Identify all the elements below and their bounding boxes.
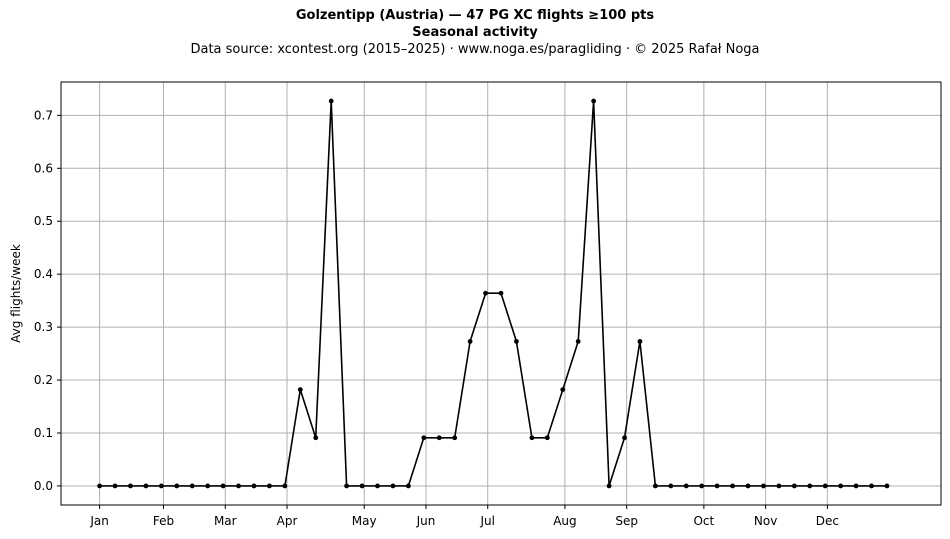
data-point (591, 98, 597, 104)
data-point (328, 98, 334, 104)
data-point (622, 435, 627, 441)
data-point (405, 483, 411, 489)
data-point (390, 483, 396, 489)
data-point (205, 483, 211, 489)
data-point (498, 290, 504, 296)
x-tick-label: May (352, 514, 377, 528)
data-point (884, 483, 890, 489)
data-point (807, 483, 813, 489)
series-group (97, 98, 890, 489)
data-point (436, 435, 442, 441)
data-point (730, 483, 735, 489)
series-line (99, 100, 887, 487)
data-point (776, 483, 782, 489)
data-point (189, 483, 195, 489)
data-point (483, 290, 488, 296)
x-tick-label: Jul (479, 514, 494, 528)
data-point (761, 483, 766, 489)
data-point (745, 483, 751, 489)
y-axis-label: Avg flights/week (9, 244, 23, 343)
data-point (838, 483, 844, 489)
data-point (560, 387, 566, 392)
data-point (174, 483, 180, 489)
plot-frame (60, 81, 942, 506)
data-point (822, 483, 828, 489)
data-point (297, 387, 303, 392)
data-point (853, 483, 859, 489)
data-point (514, 339, 519, 344)
data-point (668, 483, 674, 489)
x-tick-label: Nov (754, 514, 777, 528)
y-tick-label: 0.7 (34, 108, 53, 122)
data-point (359, 483, 365, 489)
data-point (467, 339, 473, 344)
grid-lines (61, 82, 941, 505)
data-point (869, 483, 874, 489)
data-point (97, 483, 102, 489)
y-tick-label: 0.1 (34, 426, 53, 440)
data-point (236, 483, 241, 489)
data-point (452, 435, 458, 441)
data-point (637, 339, 643, 344)
y-tick-label: 0.4 (34, 267, 53, 281)
y-tick-label: 0.2 (34, 373, 53, 387)
data-point (112, 483, 118, 489)
data-point (421, 435, 427, 441)
data-point (220, 483, 226, 489)
data-point (699, 483, 705, 489)
data-point (375, 483, 380, 489)
y-tick-label: 0.5 (34, 214, 53, 228)
axis-ticks: Jan Feb Mar Apr May Jun Jul Aug Sep Oct Nov Dec 0.0 0… (34, 108, 839, 528)
data-point (791, 483, 797, 489)
data-point (267, 483, 272, 489)
data-point (652, 483, 658, 489)
x-tick-label: Jun (416, 514, 436, 528)
data-point (251, 483, 257, 489)
y-tick-label: 0.0 (34, 479, 53, 493)
source-line: Data source: xcontest.org (2015–2025) · … (190, 42, 760, 57)
chart-subtitle: Seasonal activity (412, 25, 538, 40)
x-tick-label: Feb (153, 514, 174, 528)
x-tick-label: Dec (816, 514, 839, 528)
data-point (282, 483, 288, 489)
data-point (544, 435, 550, 441)
data-point (714, 483, 720, 489)
data-point (313, 435, 319, 441)
data-point (529, 435, 535, 441)
data-point (143, 483, 149, 489)
chart-title: Golzentipp (Austria) — 47 PG XC flights … (295, 8, 655, 23)
y-tick-label: 0.3 (34, 320, 53, 334)
data-point (683, 483, 689, 489)
y-tick-label: 0.6 (34, 161, 53, 175)
data-point (344, 483, 350, 489)
x-tick-label: Sep (615, 514, 638, 528)
data-point (575, 339, 581, 344)
data-point (128, 483, 133, 489)
data-point (606, 483, 612, 489)
x-tick-label: Aug (553, 514, 576, 528)
x-tick-label: Apr (277, 514, 298, 528)
x-tick-label: Mar (214, 514, 237, 528)
x-tick-label: Oct (693, 514, 714, 528)
data-point (158, 483, 164, 489)
x-tick-label: Jan (89, 514, 109, 528)
